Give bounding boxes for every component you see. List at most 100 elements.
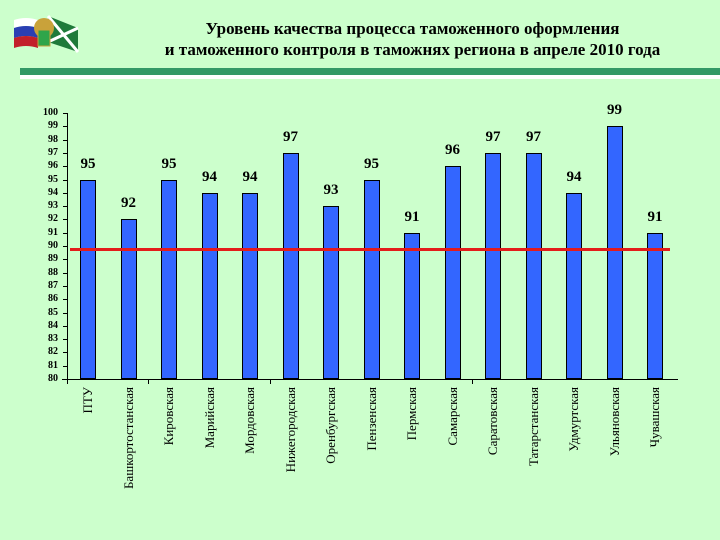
- y-tick-label: 85: [48, 306, 58, 318]
- x-tick: [148, 379, 149, 384]
- page-title: Уровень качества процесса таможенного оф…: [110, 18, 715, 60]
- y-tick-label: 80: [48, 373, 58, 384]
- y-tick: [63, 259, 67, 260]
- bar: [242, 192, 258, 379]
- y-tick: [63, 326, 67, 327]
- bar-value-label: 97: [485, 128, 501, 145]
- header-rule: [20, 68, 720, 75]
- bar: [606, 126, 623, 379]
- y-tick-label: 87: [48, 279, 58, 291]
- y-tick-label: 89: [48, 253, 58, 265]
- y-tick: [63, 366, 67, 367]
- y-tick: [63, 180, 67, 181]
- bar-value-label: 91: [404, 208, 420, 225]
- y-tick-label: 95: [48, 173, 58, 185]
- category-label: Самарская: [444, 387, 460, 446]
- y-tick: [63, 206, 67, 207]
- category-label: Башкортостанская: [120, 387, 136, 490]
- category-label: Ульяновская: [606, 387, 622, 457]
- bar-value-label: 97: [283, 128, 298, 145]
- bar-value-label: 92: [121, 195, 136, 212]
- eagle-emblem-icon: [34, 18, 54, 47]
- y-tick-label: 82: [48, 346, 58, 358]
- russian-flag-icon: [14, 18, 38, 48]
- bar: [444, 166, 461, 379]
- bar: [404, 232, 420, 379]
- y-tick: [63, 166, 67, 167]
- y-tick: [63, 219, 67, 220]
- category-label: Чувашская: [647, 387, 662, 448]
- bar-value-label: 95: [161, 155, 177, 172]
- bar: [120, 219, 137, 379]
- title-line-2: и таможенного контроля в таможнях регион…: [164, 40, 661, 59]
- y-tick-label: 97: [48, 146, 58, 158]
- bar-value-label: 94: [242, 168, 258, 185]
- bar: [485, 152, 501, 379]
- category-label: Саратовская: [485, 387, 500, 456]
- bar: [363, 179, 380, 379]
- y-tick-label: 94: [48, 186, 58, 198]
- y-tick-label: 90: [48, 240, 58, 251]
- x-tick: [67, 379, 68, 384]
- y-tick-label: 99: [48, 120, 58, 132]
- y-tick: [63, 193, 67, 194]
- y-axis: [67, 113, 68, 380]
- header-rule-highlight: [20, 75, 720, 79]
- y-tick-label: 92: [48, 213, 58, 225]
- bar-value-label: 96: [445, 142, 460, 159]
- y-tick-label: 91: [48, 226, 58, 238]
- category-label: Оренбургская: [323, 387, 338, 464]
- y-tick-label: 83: [48, 333, 58, 345]
- x-tick: [270, 379, 271, 384]
- bar: [80, 179, 96, 379]
- y-tick: [63, 299, 67, 300]
- category-label: Татарстанская: [525, 387, 541, 467]
- y-tick: [63, 379, 67, 380]
- category-label: ПТУ: [80, 387, 95, 414]
- bar: [647, 232, 663, 379]
- y-tick-label: 88: [48, 266, 58, 278]
- category-label: Пензенская: [363, 387, 379, 451]
- y-tick: [63, 352, 67, 353]
- y-tick-label: 93: [48, 200, 58, 212]
- bar: [201, 192, 218, 379]
- bar: [282, 152, 299, 379]
- bar-value-label: 95: [364, 155, 379, 172]
- y-tick-label: 84: [48, 319, 58, 331]
- bar-value-label: 91: [647, 208, 663, 225]
- y-tick: [63, 246, 67, 247]
- x-axis: [62, 379, 678, 380]
- y-tick-label: 100: [43, 107, 58, 118]
- y-tick: [63, 140, 67, 141]
- y-tick: [63, 339, 67, 340]
- bar: [323, 206, 339, 379]
- bar-value-label: 99: [607, 102, 622, 119]
- category-label: Удмуртская: [566, 387, 581, 452]
- y-tick-label: 98: [48, 133, 58, 145]
- bar-value-label: 95: [80, 155, 96, 172]
- y-tick: [63, 233, 67, 234]
- customs-flag-icon: [46, 15, 80, 53]
- x-tick: [472, 379, 473, 384]
- bar-value-label: 93: [323, 182, 339, 199]
- title-line-1: Уровень качества процесса таможенного оф…: [205, 19, 620, 38]
- category-label: Мордовская: [242, 387, 257, 454]
- y-tick: [63, 113, 67, 114]
- threshold-line: [70, 247, 670, 251]
- bar: [566, 192, 582, 379]
- y-tick-label: 96: [48, 160, 58, 172]
- y-tick-label: 86: [48, 293, 58, 305]
- category-label: Марийская: [201, 387, 217, 449]
- y-tick: [63, 273, 67, 274]
- bar-value-label: 94: [202, 168, 217, 185]
- y-tick: [63, 313, 67, 314]
- y-tick: [63, 286, 67, 287]
- category-label: Нижегородская: [282, 387, 298, 473]
- bar: [161, 179, 177, 379]
- y-tick: [63, 126, 67, 127]
- bar-value-label: 94: [566, 168, 582, 185]
- category-label: Пермская: [404, 387, 419, 441]
- bar: [525, 152, 542, 379]
- category-label: Кировская: [161, 387, 176, 446]
